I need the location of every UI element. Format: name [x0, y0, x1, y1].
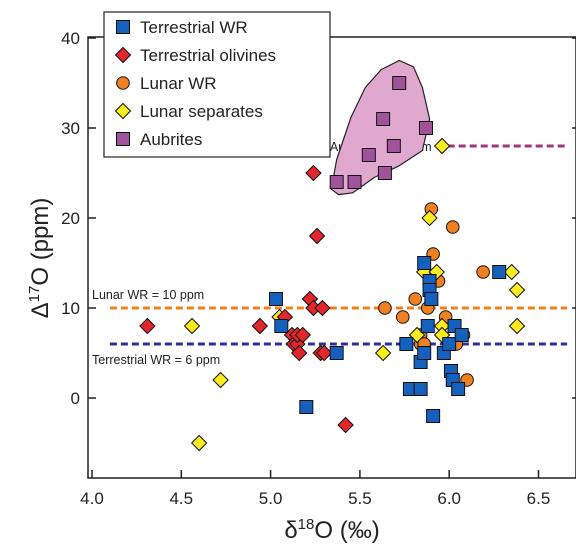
point-terrestrial-wr — [417, 346, 432, 360]
point-terrestrial-wr — [454, 328, 469, 342]
x-axis-title-prefix: δ — [284, 517, 297, 544]
point-aubrites — [361, 148, 376, 162]
point-terrestrial-wr — [442, 337, 457, 351]
reference-label-lunar-wr-10-ppm: Lunar WR = 10 ppm — [92, 288, 204, 302]
legend: Terrestrial WR Terrestrial olivines Lunar … — [103, 11, 331, 158]
x-axis-title-rest: O (‰) — [314, 517, 379, 544]
point-terrestrial-wr — [399, 337, 414, 351]
legend-marker-terrestrial-olivines — [114, 46, 132, 64]
legend-label-lunar-wr: Lunar WR — [140, 74, 217, 93]
point-terrestrial-wr — [417, 256, 432, 270]
point-terrestrial-wr — [451, 382, 466, 396]
point-terrestrial-wr — [424, 292, 439, 306]
point-terrestrial-wr — [426, 409, 441, 423]
point-aubrites — [376, 112, 391, 126]
point-lunar-wr — [378, 301, 392, 315]
x-tick-label: 4.0 — [80, 489, 104, 508]
x-axis-title: δ18O (‰) — [284, 516, 379, 544]
legend-marker-lunar-wr — [116, 76, 130, 90]
point-terrestrial-olivines — [315, 344, 333, 362]
point-aubrites — [386, 139, 401, 153]
y-axis-title-prefix: Δ — [27, 302, 54, 318]
point-lunar-wr — [445, 220, 460, 234]
point-lunar-wr — [476, 265, 490, 279]
legend-label-lunar-separates: Lunar separates — [140, 102, 263, 121]
point-lunar-separates — [190, 434, 208, 452]
y-tick-label: 0 — [71, 389, 80, 408]
point-lunar-separates — [508, 317, 526, 335]
point-terrestrial-olivines — [337, 416, 354, 434]
point-terrestrial-olivines — [305, 164, 322, 182]
legend-marker-lunar-separates — [114, 102, 132, 120]
x-tick-label: 5.5 — [348, 489, 372, 508]
y-axis-title: Δ17O (ppm) — [26, 198, 54, 319]
reference-label-terrestrial-wr-6-ppm: Terrestrial WR = 6 ppm — [92, 353, 220, 367]
point-terrestrial-wr — [420, 319, 435, 333]
y-axis-title-rest: O (ppm) — [27, 198, 54, 286]
y-tick-label: 10 — [61, 299, 80, 318]
x-tick-label: 5.0 — [259, 489, 283, 508]
point-terrestrial-wr — [329, 346, 344, 360]
point-aubrites — [392, 76, 407, 90]
point-terrestrial-olivines — [308, 227, 326, 245]
point-terrestrial-olivines — [251, 317, 269, 335]
y-tick-label: 20 — [61, 209, 80, 228]
data-points — [139, 76, 526, 452]
x-axis-title-sup: 18 — [298, 516, 315, 533]
point-lunar-separates — [508, 281, 526, 299]
point-lunar-wr — [408, 292, 423, 306]
legend-marker-terrestrial-wr — [116, 20, 130, 34]
point-lunar-separates — [374, 344, 392, 362]
point-aubrites — [377, 166, 392, 180]
legend-label-terrestrial-olivines: Terrestrial olivines — [140, 46, 276, 65]
point-lunar-separates — [433, 137, 451, 155]
point-lunar-separates — [421, 209, 438, 227]
x-tick-label: 6.5 — [527, 489, 551, 508]
point-terrestrial-wr — [274, 319, 289, 333]
x-tick-label: 4.5 — [169, 489, 193, 508]
point-terrestrial-olivines — [290, 344, 308, 362]
point-terrestrial-wr — [299, 400, 314, 414]
y-tick-label: 30 — [61, 119, 80, 138]
point-terrestrial-wr — [413, 382, 428, 396]
point-lunar-separates — [183, 317, 201, 335]
point-aubrites — [329, 175, 344, 189]
point-aubrites — [347, 175, 362, 189]
y-tick-label: 40 — [61, 29, 80, 48]
point-terrestrial-olivines — [294, 326, 311, 344]
point-terrestrial-olivines — [139, 317, 156, 335]
point-lunar-separates — [212, 371, 229, 389]
point-lunar-wr — [395, 310, 410, 324]
x-tick-label: 6.0 — [437, 489, 461, 508]
y-axis-title-sup: 17 — [26, 286, 43, 303]
point-terrestrial-wr — [492, 265, 507, 279]
legend-label-aubrites: Aubrites — [140, 130, 202, 149]
legend-marker-aubrites — [116, 132, 130, 146]
plot-frame — [87, 36, 576, 479]
point-lunar-separates — [503, 263, 520, 281]
legend-label-terrestrial-wr: Terrestrial WR — [140, 18, 248, 37]
legend-box — [103, 11, 331, 158]
point-terrestrial-olivines — [314, 299, 331, 317]
reference-lines: Aubrites = 28 ppmLunar WR = 10 ppmTerres… — [92, 140, 568, 367]
axis-ticks: 4.0 4.5 5.0 5.5 6.0 6.5 0 10 20 30 40 — [61, 29, 576, 508]
point-terrestrial-wr — [268, 292, 283, 306]
point-aubrites — [418, 121, 433, 135]
